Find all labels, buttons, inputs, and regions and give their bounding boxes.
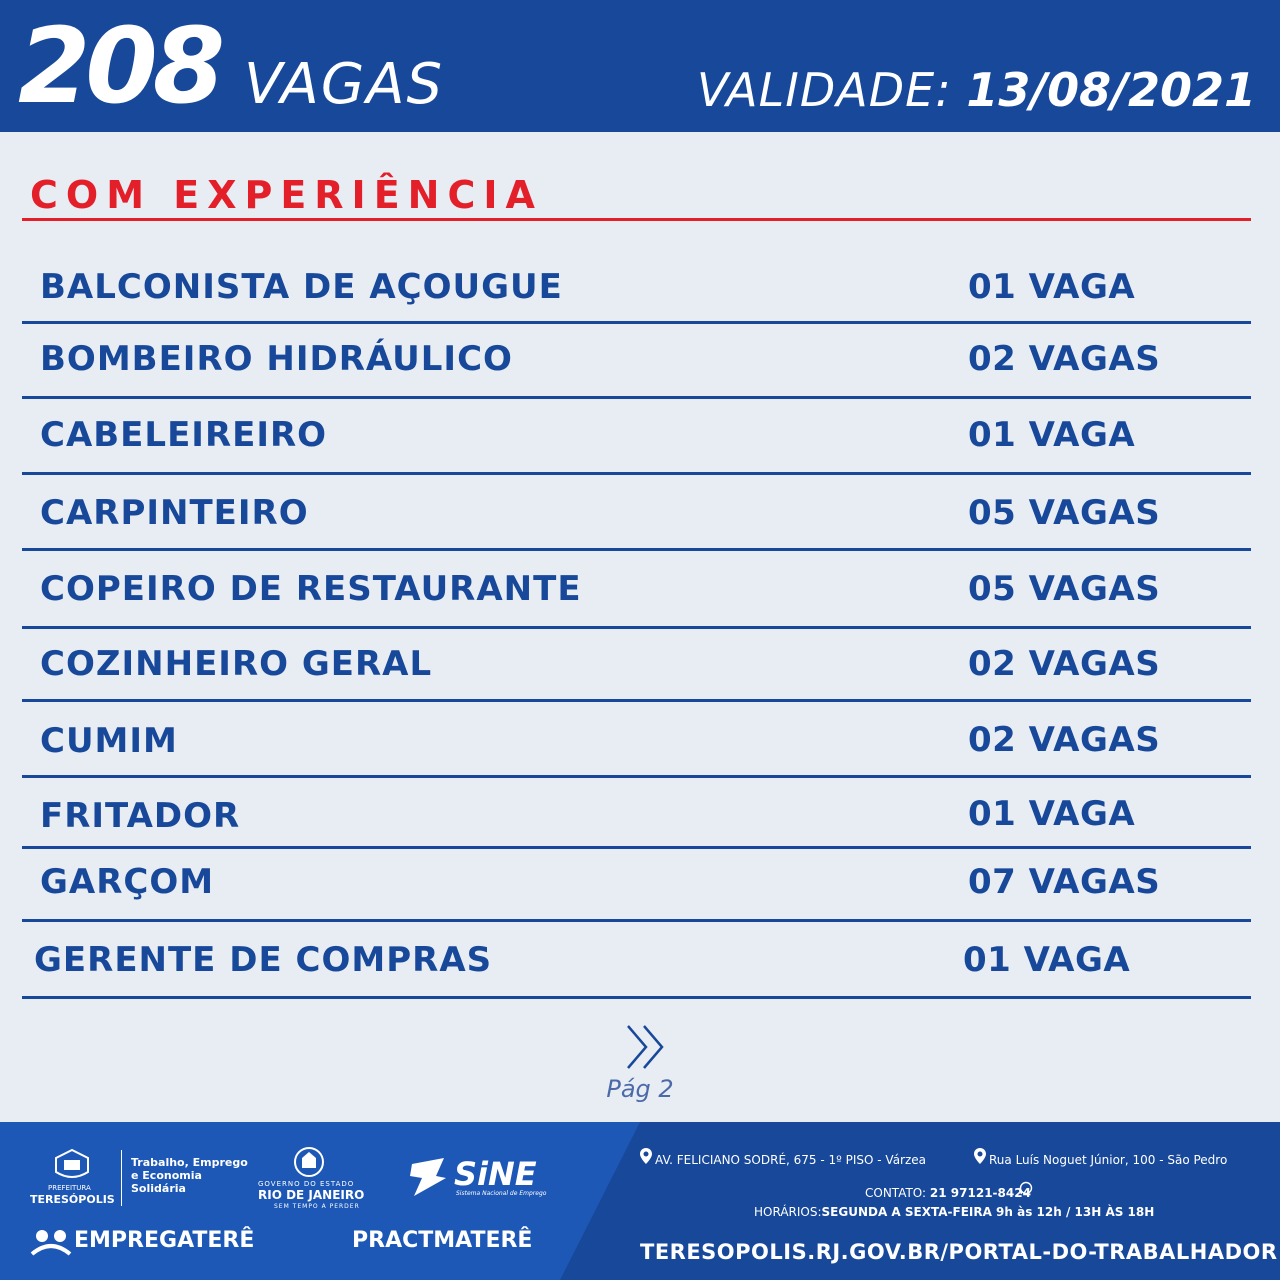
- row-divider: [22, 626, 1251, 629]
- job-count: 01 VAGA: [968, 267, 1136, 307]
- job-name: FRITADOR: [40, 796, 241, 836]
- job-count: 01 VAGA: [963, 940, 1131, 980]
- job-count: 05 VAGAS: [968, 569, 1161, 609]
- secretaria-line-3: Solidária: [131, 1182, 186, 1195]
- header-banner: 208 VAGAS VALIDADE: 13/08/2021: [0, 0, 1280, 132]
- location-pin-icon: [640, 1148, 652, 1164]
- job-count: 01 VAGA: [968, 794, 1136, 834]
- vacancy-total: 208: [18, 5, 225, 127]
- address-2: Rua Luís Noguet Júnior, 100 - São Pedro: [989, 1153, 1228, 1167]
- job-count: 07 VAGAS: [968, 862, 1161, 902]
- job-count: 01 VAGA: [968, 415, 1136, 455]
- job-name: GERENTE DE COMPRAS: [34, 940, 493, 980]
- footer-logos-panel: [0, 1122, 640, 1280]
- section-title: COM EXPERIÊNCIA: [30, 173, 543, 217]
- contact-label: CONTATO:: [865, 1186, 927, 1200]
- job-name: GARÇOM: [40, 862, 215, 902]
- logo-divider: [121, 1150, 122, 1206]
- job-count: 02 VAGAS: [968, 339, 1161, 379]
- row-divider: [22, 699, 1251, 702]
- row-divider: [22, 472, 1251, 475]
- row-divider: [22, 996, 1251, 999]
- job-count: 05 VAGAS: [968, 493, 1161, 533]
- secretaria-line-2: e Economia: [131, 1169, 202, 1182]
- vacancy-total-label: VAGAS: [244, 52, 445, 117]
- empregatere-logo: EMPREGATERÊ: [74, 1228, 255, 1253]
- portal-url[interactable]: TERESOPOLIS.RJ.GOV.BR/PORTAL-DO-TRABALHA…: [640, 1240, 1278, 1264]
- page-indicator: Pág 2: [606, 1075, 674, 1103]
- rj-crest-icon: [294, 1147, 324, 1177]
- job-name: CARPINTEIRO: [40, 493, 309, 533]
- footer: PREFEITURA TERESÓPOLIS Trabalho, Emprego…: [0, 1122, 1280, 1280]
- job-count: 02 VAGAS: [968, 720, 1161, 760]
- governo-label: GOVERNO DO ESTADO: [258, 1180, 355, 1188]
- validity-date: 13/08/2021: [966, 63, 1256, 117]
- prefeitura-city: TERESÓPOLIS: [30, 1193, 115, 1206]
- row-divider: [22, 919, 1251, 922]
- section-divider: [22, 218, 1251, 221]
- job-name: CUMIM: [40, 721, 178, 761]
- hours-value: SEGUNDA A SEXTA-FEIRA 9h às 12h / 13H ÀS…: [821, 1205, 1155, 1219]
- contact: CONTATO: 21 97121-8424: [865, 1185, 1031, 1201]
- governo-slogan: SEM TEMPO A PERDER: [274, 1203, 360, 1210]
- hours-label: HORÁRIOS:: [754, 1205, 822, 1219]
- sine-subtitle: Sistema Nacional de Emprego: [456, 1190, 547, 1197]
- row-divider: [22, 321, 1251, 324]
- job-name: BALCONISTA DE AÇOUGUE: [40, 267, 563, 307]
- validity-label: VALIDADE:: [696, 63, 952, 117]
- prefeitura-crest-icon: [55, 1148, 89, 1178]
- governo-state: RIO DE JANEIRO: [258, 1188, 365, 1202]
- job-name: CABELEIREIRO: [40, 415, 328, 455]
- location-pin-icon: [974, 1148, 986, 1164]
- handshake-icon: [30, 1230, 72, 1256]
- job-count: 02 VAGAS: [968, 644, 1161, 684]
- practmatere-logo: PRACTMATERÊ: [352, 1228, 533, 1253]
- hours: HORÁRIOS:SEGUNDA A SEXTA-FEIRA 9h às 12h…: [754, 1204, 1154, 1220]
- row-divider: [22, 846, 1251, 849]
- sine-name: SiNE: [454, 1155, 537, 1193]
- contact-phone: 21 97121-8424: [929, 1186, 1031, 1200]
- row-divider: [22, 396, 1251, 399]
- row-divider: [22, 775, 1251, 778]
- whatsapp-icon: [1019, 1181, 1033, 1195]
- double-chevron-right-icon[interactable]: [622, 1022, 672, 1072]
- row-divider: [22, 548, 1251, 551]
- prefeitura-label: PREFEITURA: [48, 1184, 91, 1192]
- job-name: BOMBEIRO HIDRÁULICO: [40, 339, 513, 379]
- address-1: AV. FELICIANO SODRÉ, 675 - 1º PISO - Vár…: [655, 1153, 927, 1167]
- job-name: COZINHEIRO GERAL: [40, 644, 433, 684]
- job-name: COPEIRO DE RESTAURANTE: [40, 569, 582, 609]
- secretaria-line-1: Trabalho, Emprego: [131, 1156, 248, 1169]
- sine-logo-icon: [410, 1158, 446, 1196]
- validity: VALIDADE: 13/08/2021: [697, 60, 1256, 120]
